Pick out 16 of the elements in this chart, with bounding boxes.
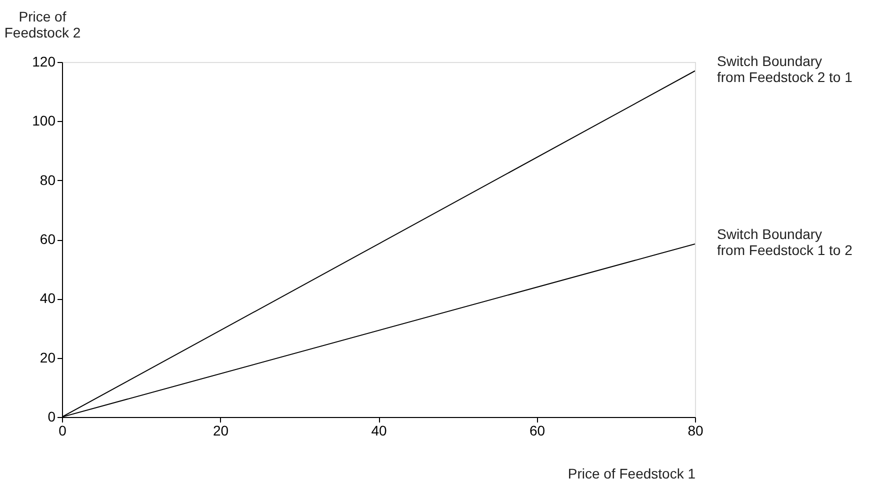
y-tick-label: 60: [40, 231, 56, 247]
y-tick-label: 20: [40, 349, 56, 366]
y-tick-label: 80: [40, 172, 56, 188]
x-tick-label: 20: [212, 422, 229, 438]
x-axis-title: Price of Feedstock 1: [568, 466, 696, 482]
x-tick-label: 40: [371, 422, 387, 438]
x-tick-label: 80: [688, 422, 704, 438]
y-tick-label: 100: [32, 112, 56, 129]
y-tick-label: 120: [32, 54, 56, 70]
y-tick-label: 0: [48, 408, 56, 424]
y-axis-title: Price of Feedstock 2: [4, 8, 81, 40]
y-tick-label: 40: [40, 290, 56, 306]
series-label: Switch Boundary from Feedstock 1 to 2: [717, 226, 853, 258]
x-tick-label: 0: [58, 422, 67, 438]
x-tick-label: 60: [529, 422, 546, 438]
series-label: Switch Boundary from Feedstock 2 to 1: [717, 52, 853, 85]
